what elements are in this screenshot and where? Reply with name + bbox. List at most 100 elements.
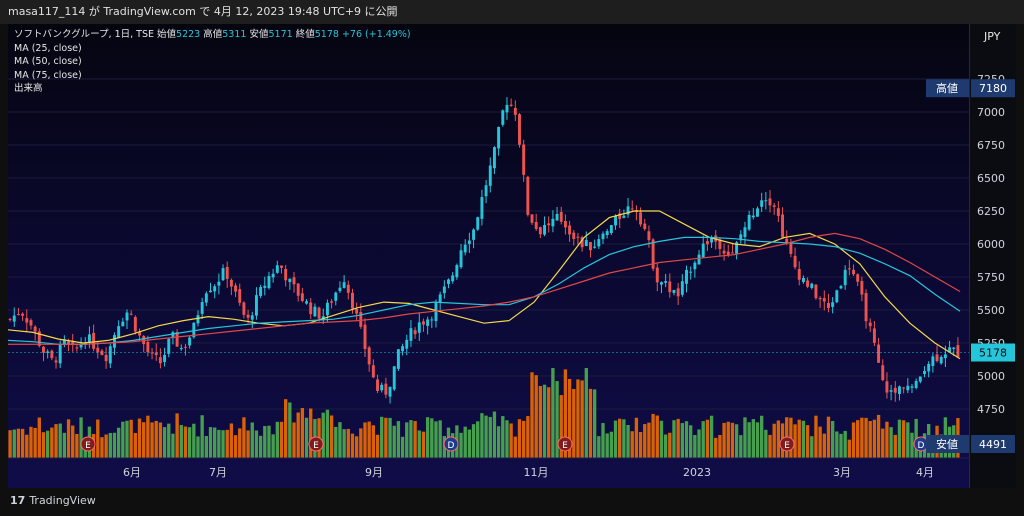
event-marker-label: D: [918, 441, 925, 451]
volume-bar: [826, 416, 831, 458]
candle-body: [321, 316, 325, 320]
y-tick-label: 5750: [977, 271, 1005, 284]
candle-body: [430, 319, 434, 321]
candle-body: [547, 223, 551, 226]
candle-body: [163, 355, 167, 362]
volume-bar: [133, 432, 138, 458]
volume-bar: [739, 435, 743, 458]
candle-body: [722, 250, 726, 254]
y-tick-label: 5000: [977, 370, 1005, 383]
volume-bar: [488, 417, 492, 458]
candle-body: [259, 287, 263, 296]
candle-body: [789, 243, 793, 254]
volume-bar: [213, 427, 217, 458]
candle-body: [317, 307, 321, 319]
volume-bar: [856, 420, 860, 458]
volume-bar: [384, 417, 388, 458]
event-marker-icon[interactable]: [779, 436, 795, 452]
candle-body: [910, 386, 914, 388]
candle-body: [405, 339, 409, 349]
legend-volume[interactable]: 出来高: [14, 83, 43, 94]
candle-body: [534, 221, 538, 229]
candle-body: [129, 313, 133, 315]
candle-body: [793, 255, 797, 268]
volume-bar: [743, 417, 747, 458]
candle-body: [229, 279, 233, 287]
candle-body: [543, 225, 547, 235]
volume-bar: [835, 431, 839, 458]
legend-ma25[interactable]: MA (25, close): [14, 42, 82, 54]
candle-body: [371, 365, 375, 378]
event-marker-label: E: [784, 441, 790, 451]
volume-bar: [167, 423, 171, 458]
event-marker-icon[interactable]: [557, 436, 573, 452]
volume-bar: [192, 423, 196, 458]
volume-bar: [643, 424, 647, 458]
candle-body: [305, 301, 309, 304]
candle-body: [593, 246, 597, 248]
candle-body: [438, 294, 442, 303]
volume-bar: [158, 422, 163, 458]
volume-bar: [906, 422, 910, 458]
candle-body: [480, 197, 484, 219]
candle-body: [213, 286, 217, 292]
candle-body: [622, 215, 626, 218]
volume-bar: [271, 434, 275, 458]
candle-body: [530, 214, 534, 223]
candle-body: [338, 287, 342, 292]
volume-bar: [509, 423, 513, 458]
volume-bar: [822, 433, 826, 458]
volume-bar: [196, 436, 200, 458]
volume-bar: [430, 418, 434, 458]
plot-area[interactable]: [8, 24, 969, 488]
volume-bar: [551, 368, 555, 458]
volume-bar: [843, 430, 847, 458]
candle-body: [183, 346, 187, 348]
volume-bar: [647, 422, 651, 458]
candle-body: [158, 357, 162, 364]
candle-body: [284, 268, 288, 281]
candle-body: [818, 298, 822, 300]
candle-body: [756, 208, 759, 217]
tradingview-logo-icon: 17: [10, 494, 26, 507]
volume-bar: [296, 412, 300, 458]
candle-body: [8, 318, 12, 320]
symbol-label[interactable]: ソフトバンクグループ, 1日, TSE: [14, 29, 154, 40]
candle-body: [313, 306, 317, 317]
ma50-line[interactable]: [8, 236, 961, 345]
price-axis[interactable]: [969, 24, 1016, 488]
legend-ma75[interactable]: MA (75, close): [14, 69, 82, 81]
volume-bar: [96, 419, 100, 458]
volume-bar: [910, 432, 914, 458]
volume-bar: [275, 421, 279, 458]
event-marker-icon[interactable]: [308, 436, 324, 452]
candle-body: [200, 302, 204, 314]
candle-body: [948, 347, 952, 353]
candle-body: [914, 381, 918, 388]
volume-bar: [684, 421, 689, 458]
volume-bar: [734, 424, 739, 458]
candle-body: [860, 281, 864, 295]
ma25-line[interactable]: [8, 210, 961, 360]
volume-bar: [659, 420, 664, 458]
volume-bar: [354, 436, 359, 458]
candle-body: [872, 328, 876, 343]
candle-body: [79, 344, 83, 348]
legend-ma50[interactable]: MA (50, close): [14, 56, 82, 67]
ma75-line[interactable]: [8, 232, 961, 345]
volume-bar: [425, 417, 430, 458]
volume-bar: [864, 417, 868, 458]
volume-bar: [726, 421, 730, 458]
candle-body: [897, 386, 901, 394]
candle-body: [217, 281, 221, 286]
event-marker-icon[interactable]: [80, 436, 96, 452]
volume-bar: [129, 419, 133, 458]
candle-body: [597, 239, 601, 247]
volume-bar: [258, 435, 263, 458]
candle-body: [743, 227, 747, 237]
event-marker-icon[interactable]: [443, 436, 459, 452]
candle-body: [559, 212, 563, 222]
candle-body: [384, 383, 388, 395]
brand[interactable]: 17 TradingView: [10, 494, 96, 507]
y-tick-label: 5500: [977, 304, 1005, 317]
